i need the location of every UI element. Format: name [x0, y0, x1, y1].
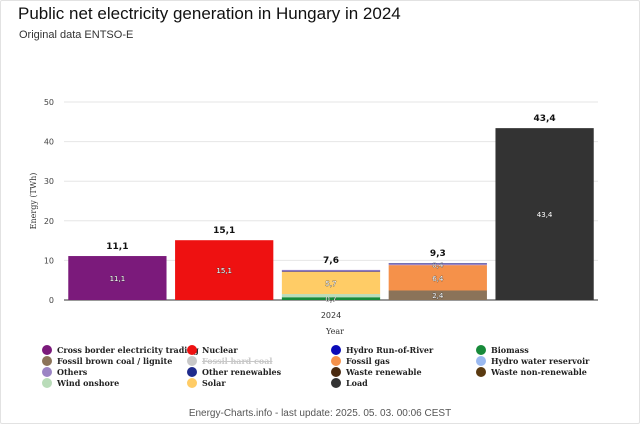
bar-segment-label: 11,1 — [110, 275, 126, 283]
bar-segment — [281, 297, 381, 300]
chart-title: Public net electricity generation in Hun… — [18, 4, 401, 23]
footer-update-note: Energy-Charts.info - last update: 2025. … — [188, 408, 452, 419]
legend-label: Cross border electricity trading — [57, 345, 199, 355]
bar-segment — [68, 256, 167, 300]
bar-segment — [281, 271, 381, 295]
legend-marker — [42, 367, 52, 377]
y-tick-label: 20 — [44, 217, 54, 226]
legend-marker — [187, 345, 197, 355]
legend-label: Wind onshore — [57, 378, 120, 388]
legend-label: Waste renewable — [346, 367, 422, 377]
y-tick-label: 10 — [44, 256, 54, 265]
legend-marker — [42, 378, 52, 388]
legend-marker — [331, 378, 341, 388]
bar-total-label: 11,1 — [106, 242, 128, 252]
legend-marker — [331, 345, 341, 355]
legend-label: Waste non-renewable — [491, 367, 587, 377]
bar-segment — [495, 128, 594, 300]
bar-segment — [388, 263, 487, 264]
y-tick-label: 30 — [44, 177, 54, 186]
bar-segment-label: 43,4 — [537, 211, 553, 219]
legend-marker — [42, 356, 52, 366]
bar-segment — [281, 270, 381, 272]
y-tick-label: 40 — [44, 138, 54, 147]
legend-label: Others — [57, 367, 88, 377]
bar-segment-label: 15,1 — [216, 267, 232, 275]
bar-segment-label: 2,4 — [432, 292, 444, 300]
x-tick-label: 2024 — [321, 311, 341, 320]
bar-segment-label: 0,4 — [432, 261, 444, 269]
legend-label: Nuclear — [202, 345, 238, 355]
bar-segment — [281, 294, 381, 298]
bar-total-label: 9,3 — [430, 249, 446, 259]
y-tick-label: 0 — [49, 296, 54, 305]
y-tick-label: 50 — [44, 98, 54, 107]
bar-segment — [175, 240, 274, 300]
bar-segment — [388, 265, 487, 291]
legend-marker — [476, 367, 486, 377]
bar-segment-label: 6,4 — [432, 275, 444, 283]
x-axis-label: Year — [325, 327, 344, 336]
legend-marker — [187, 378, 197, 388]
legend-marker — [331, 367, 341, 377]
legend-marker — [187, 356, 197, 366]
legend-marker — [476, 356, 486, 366]
bar-total-label: 15,1 — [213, 226, 235, 236]
legend-marker — [331, 356, 341, 366]
bar-total-label: 7,6 — [323, 256, 339, 266]
legend-label: Solar — [202, 378, 226, 388]
legend-label: Load — [346, 378, 368, 388]
legend-label: Fossil brown coal / lignite — [57, 356, 173, 366]
chart-subtitle: Original data ENTSO-E — [19, 29, 134, 41]
bar-segment-label: 5,7 — [325, 280, 336, 288]
legend-marker — [187, 367, 197, 377]
legend-marker — [42, 345, 52, 355]
legend-label: Fossil gas — [346, 356, 390, 366]
bar-segment-label: 0,7 — [325, 296, 336, 304]
legend-label: Hydro water reservoir — [491, 356, 590, 366]
legend-marker — [476, 345, 486, 355]
bar-segment — [281, 269, 381, 271]
bar-segment — [388, 263, 487, 266]
legend-label: Other renewables — [202, 367, 282, 377]
y-axis-label: Energy (TWh) — [29, 173, 38, 230]
legend-label: Fossil hard coal — [202, 356, 273, 366]
bar-total-label: 43,4 — [533, 114, 555, 124]
legend-label: Biomass — [491, 345, 529, 355]
bar-segment — [388, 290, 487, 300]
legend-label: Hydro Run-of-River — [346, 345, 434, 355]
